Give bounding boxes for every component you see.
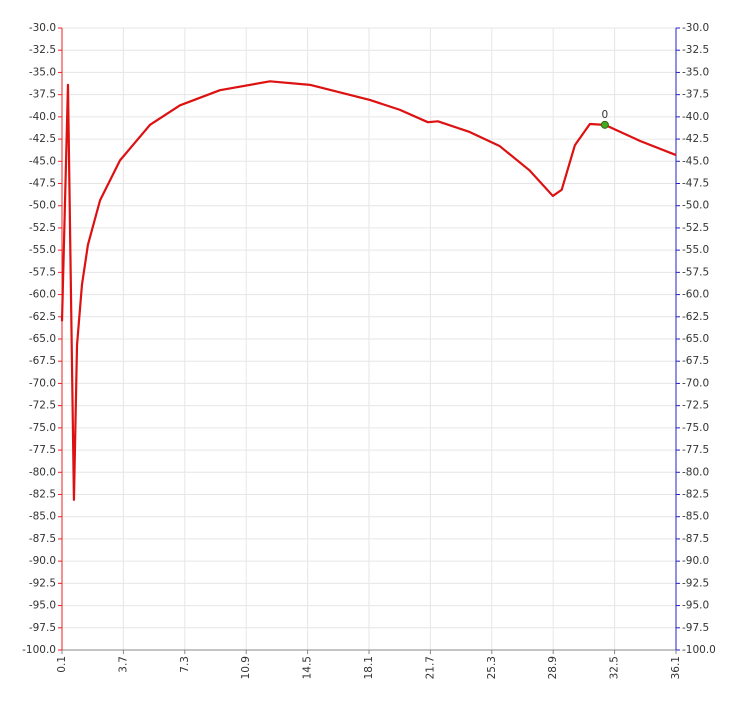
y-tick-label: -80.0 [29, 466, 56, 478]
y2-tick-label: -60.0 [682, 289, 709, 301]
y-tick-label: -85.0 [29, 511, 56, 523]
x-tick-label: 10.9 [240, 656, 252, 679]
marker-label: 0 [602, 109, 609, 121]
y2-tick-label: -37.5 [682, 89, 709, 101]
y2-tick-label: -82.5 [682, 489, 709, 501]
marker [600, 120, 609, 129]
y-tick-label: -75.0 [29, 422, 56, 434]
y2-tick-label: -87.5 [682, 533, 709, 545]
y-tick-label: -32.5 [29, 44, 56, 56]
y-tick-label: -52.5 [29, 222, 56, 234]
y-tick-label: -72.5 [29, 400, 56, 412]
y2-tick-label: -67.5 [682, 355, 709, 367]
y2-tick-label: -92.5 [682, 577, 709, 589]
y2-tick-label: -70.0 [682, 377, 709, 389]
y-tick-label: -87.5 [29, 533, 56, 545]
y2-tick-label: -77.5 [682, 444, 709, 456]
x-tick-label: 14.5 [302, 656, 314, 679]
y2-tick-label: -52.5 [682, 222, 709, 234]
x-tick-label: 21.7 [424, 656, 436, 679]
y-tick-label: -37.5 [29, 89, 56, 101]
y-tick-label: -40.0 [29, 111, 56, 123]
x-tick-label: 25.3 [486, 656, 498, 679]
y-tick-label: -45.0 [29, 155, 56, 167]
y-tick-label: -50.0 [29, 200, 56, 212]
y-tick-label: -97.5 [29, 622, 56, 634]
y-tick-label: -92.5 [29, 577, 56, 589]
y2-tick-label: -57.5 [682, 266, 709, 278]
y-tick-label: -60.0 [29, 289, 56, 301]
y2-tick-label: -95.0 [682, 600, 709, 612]
x-tick-label: 32.5 [609, 656, 621, 679]
y2-tick-label: -97.5 [682, 622, 709, 634]
x-tick-label: 7.3 [179, 656, 191, 673]
x-tick-label: 0.1 [56, 656, 68, 673]
x-tick-label: 28.9 [547, 656, 559, 679]
y-tick-label: -70.0 [29, 377, 56, 389]
y-tick-label: -47.5 [29, 178, 56, 190]
y2-tick-label: -47.5 [682, 178, 709, 190]
y2-tick-label: -55.0 [682, 244, 709, 256]
y-tick-label: -77.5 [29, 444, 56, 456]
y2-tick-label: -45.0 [682, 155, 709, 167]
y2-tick-label: -32.5 [682, 44, 709, 56]
y-tick-label: -90.0 [29, 555, 56, 567]
y-tick-label: -30.0 [29, 22, 56, 34]
y2-tick-label: -65.0 [682, 333, 709, 345]
y2-tick-label: -90.0 [682, 555, 709, 567]
data-line [60, 80, 677, 501]
y-tick-label: -65.0 [29, 333, 56, 345]
y2-tick-label: -80.0 [682, 466, 709, 478]
y-tick-label: -42.5 [29, 133, 56, 145]
y-tick-label: -55.0 [29, 244, 56, 256]
y2-tick-label: -40.0 [682, 111, 709, 123]
y2-tick-label: -75.0 [682, 422, 709, 434]
y-tick-label: -57.5 [29, 266, 56, 278]
y2-tick-label: -72.5 [682, 400, 709, 412]
y2-tick-label: -62.5 [682, 311, 709, 323]
y2-tick-label: -50.0 [682, 200, 709, 212]
y-tick-label: -62.5 [29, 311, 56, 323]
y2-tick-label: -85.0 [682, 511, 709, 523]
y2-tick-label: -100.0 [682, 644, 716, 656]
y-tick-label: -100.0 [22, 644, 56, 656]
y2-tick-label: -30.0 [682, 22, 709, 34]
y2-tick-label: -42.5 [682, 133, 709, 145]
x-tick-label: 36.1 [670, 656, 682, 679]
y-tick-label: -82.5 [29, 489, 56, 501]
y-tick-label: -35.0 [29, 66, 56, 78]
y-tick-label: -67.5 [29, 355, 56, 367]
y2-tick-label: -35.0 [682, 66, 709, 78]
y-tick-label: -95.0 [29, 600, 56, 612]
x-tick-label: 18.1 [363, 656, 375, 679]
x-tick-label: 3.7 [117, 656, 129, 673]
